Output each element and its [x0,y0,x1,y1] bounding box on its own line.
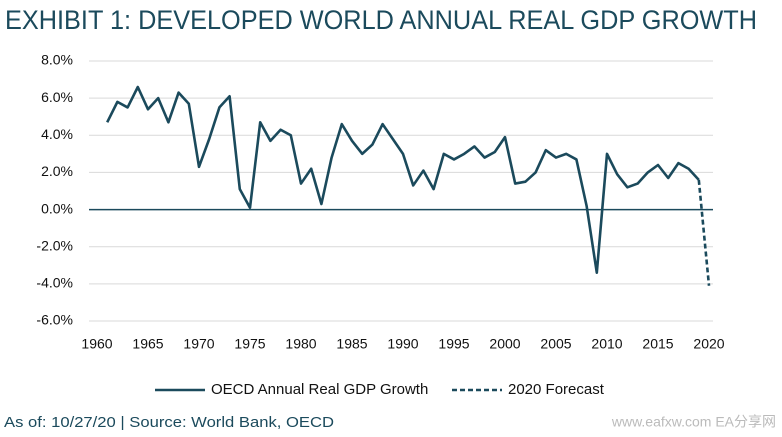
line-series [106,85,700,275]
footnote: As of: 10/27/20 | Source: World Bank, OE… [4,414,334,431]
line-series [697,179,711,286]
x-tick-label: 1985 [336,336,367,352]
x-tick-label: 1990 [387,336,418,352]
y-tick-label: 8.0% [41,52,73,68]
chart-title: EXHIBIT 1: DEVELOPED WORLD ANNUAL REAL G… [5,5,757,35]
y-tick-label: 0.0% [41,200,73,216]
x-tick-label: 2005 [540,336,571,352]
watermark: www.eafxw.com EA分享网 [611,414,776,430]
y-tick-label: -4.0% [36,275,73,291]
x-tick-label: 1970 [183,336,214,352]
x-tick-label: 1980 [285,336,316,352]
y-tick-label: 6.0% [41,89,73,105]
y-tick-label: 4.0% [41,126,73,142]
x-tick-label: 2000 [489,336,520,352]
x-tick-label: 1975 [234,336,265,352]
legend-label: OECD Annual Real GDP Growth [211,381,428,398]
x-tick-label: 2015 [642,336,673,352]
x-tick-label: 2020 [693,336,724,352]
y-tick-label: 2.0% [41,163,73,179]
x-tick-label: 1960 [81,336,112,352]
x-tick-label: 2010 [591,336,622,352]
x-tick-label: 1965 [132,336,163,352]
y-tick-label: -6.0% [36,312,73,328]
y-tick-label: -2.0% [36,237,73,253]
x-tick-label: 1995 [438,336,469,352]
legend-label: 2020 Forecast [508,381,605,398]
